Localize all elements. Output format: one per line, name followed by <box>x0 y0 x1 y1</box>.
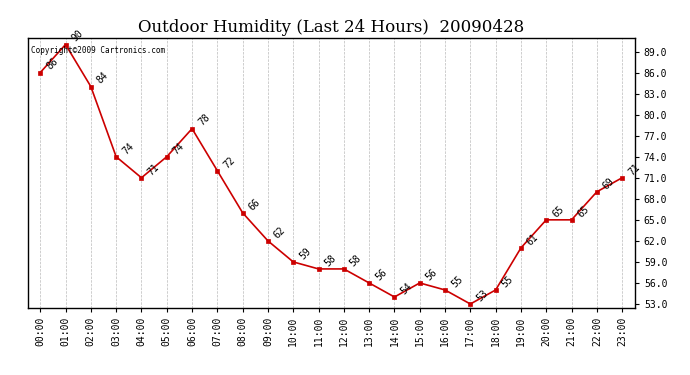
Text: 72: 72 <box>221 154 237 170</box>
Text: 58: 58 <box>323 253 338 268</box>
Text: Copyright©2009 Cartronics.com: Copyright©2009 Cartronics.com <box>30 46 165 55</box>
Text: 78: 78 <box>196 112 212 128</box>
Text: 65: 65 <box>551 204 566 219</box>
Text: 74: 74 <box>120 141 136 156</box>
Title: Outdoor Humidity (Last 24 Hours)  20090428: Outdoor Humidity (Last 24 Hours) 2009042… <box>138 19 524 36</box>
Text: 54: 54 <box>399 281 414 296</box>
Text: 56: 56 <box>373 267 388 282</box>
Text: 62: 62 <box>272 225 288 240</box>
Text: 86: 86 <box>44 56 60 72</box>
Text: 71: 71 <box>146 162 161 177</box>
Text: 59: 59 <box>297 246 313 261</box>
Text: 66: 66 <box>247 196 262 212</box>
Text: 84: 84 <box>95 70 110 86</box>
Text: 90: 90 <box>70 28 85 44</box>
Text: 55: 55 <box>449 274 464 289</box>
Text: 56: 56 <box>424 267 440 282</box>
Text: 55: 55 <box>500 274 515 289</box>
Text: 58: 58 <box>348 253 364 268</box>
Text: 53: 53 <box>475 288 490 303</box>
Text: 69: 69 <box>601 176 616 191</box>
Text: 74: 74 <box>171 141 186 156</box>
Text: 71: 71 <box>627 162 642 177</box>
Text: 61: 61 <box>525 232 540 247</box>
Text: 65: 65 <box>575 204 591 219</box>
